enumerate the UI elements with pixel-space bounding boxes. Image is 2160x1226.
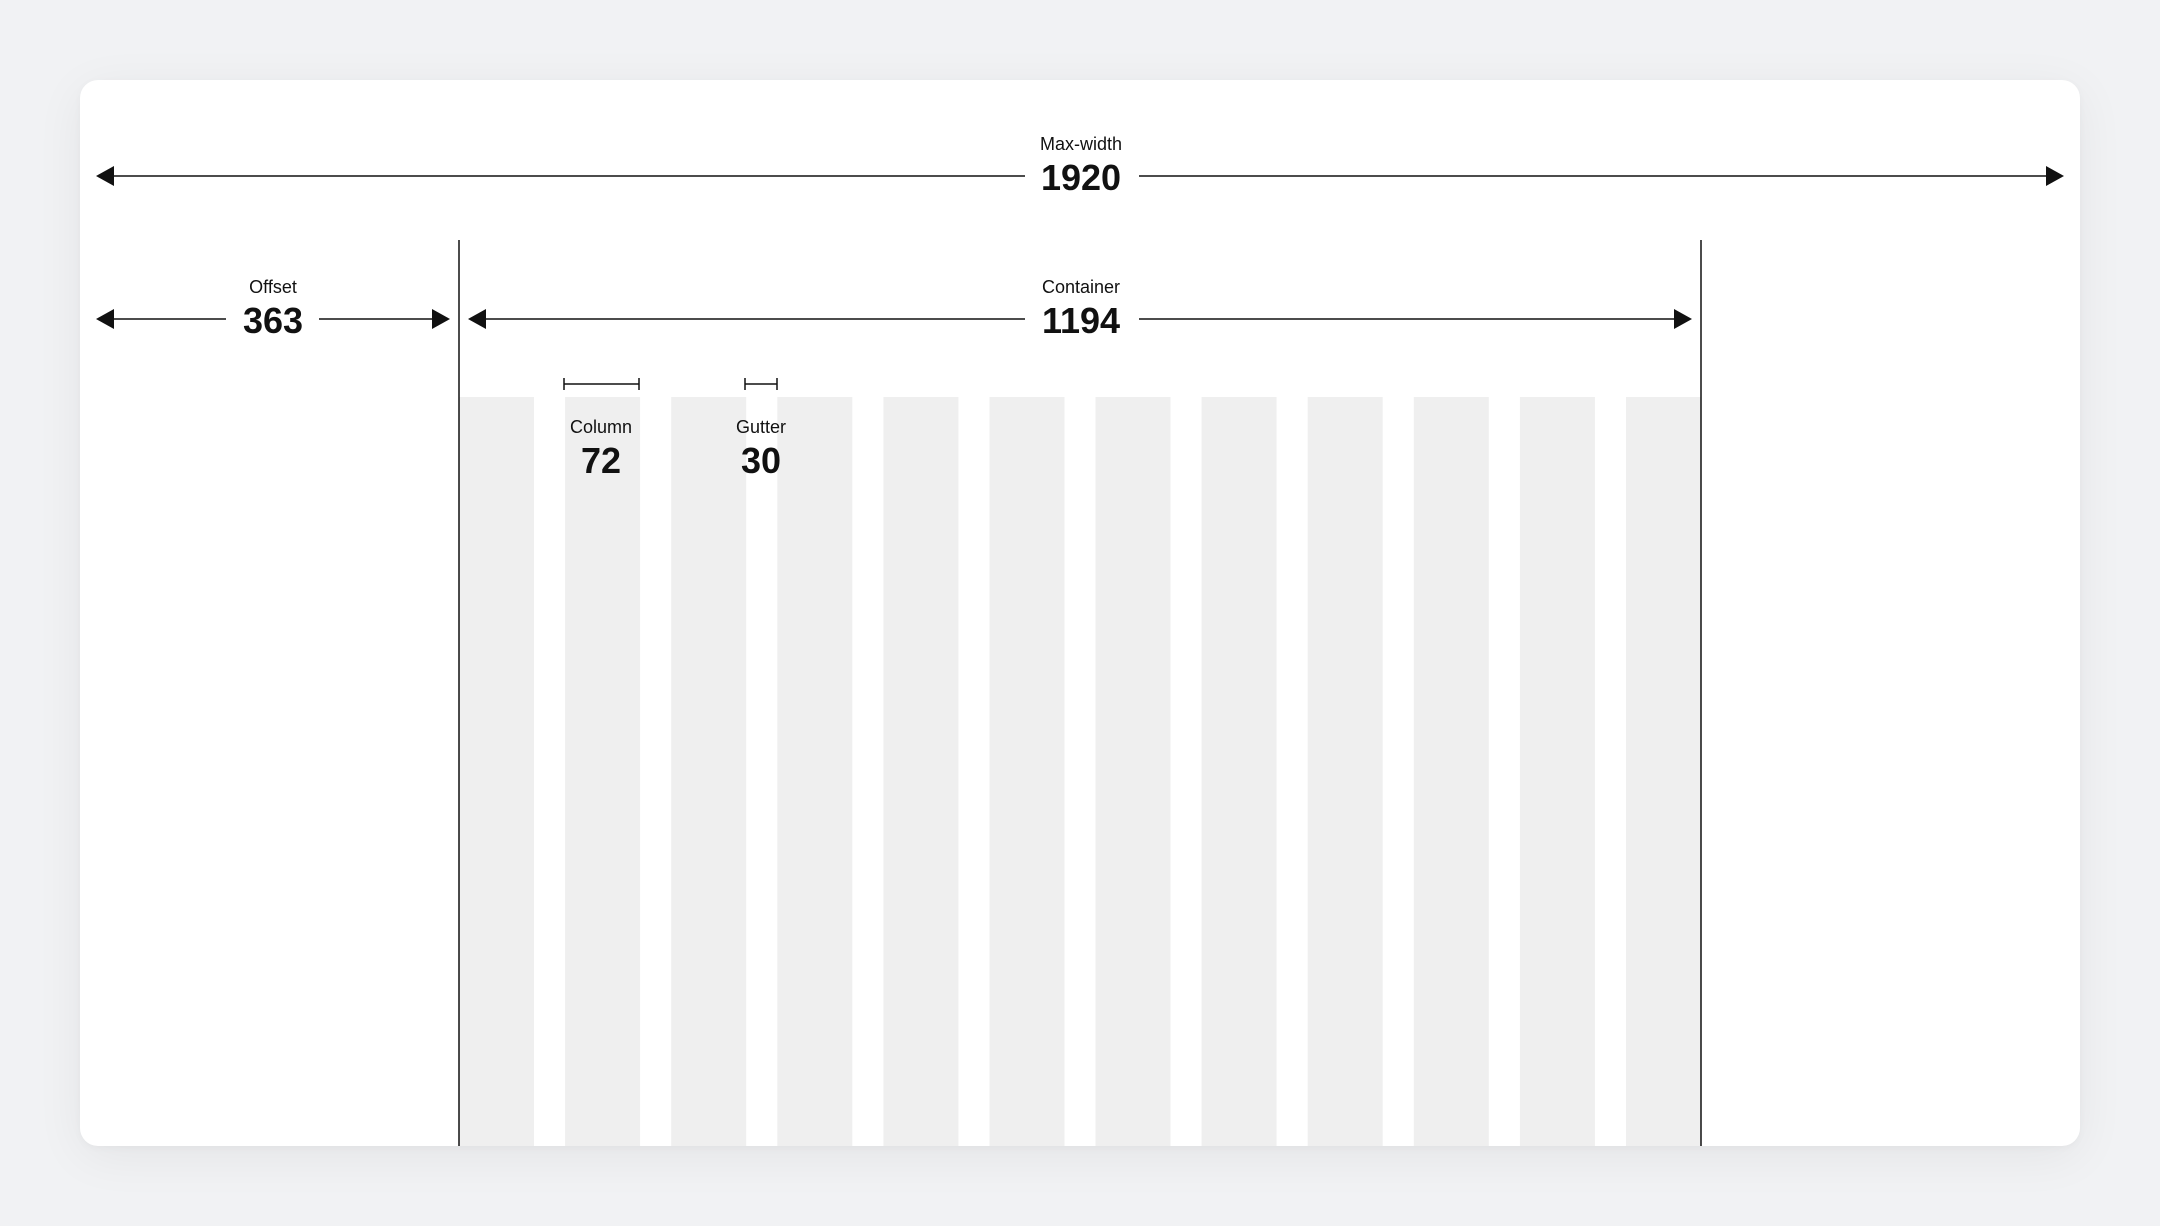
grid-column xyxy=(1519,397,1595,1146)
grid-column xyxy=(989,397,1065,1146)
grid-column xyxy=(1307,397,1383,1146)
arrow-right-icon xyxy=(1674,309,1692,329)
grid-column xyxy=(1413,397,1489,1146)
grid-diagram xyxy=(96,166,2064,1146)
offset-dimension-arrow xyxy=(96,309,450,329)
column-width-bracket xyxy=(563,378,640,390)
container-value: 1194 xyxy=(1041,300,1121,341)
max-width-value: 1920 xyxy=(1040,157,1122,198)
grid-column xyxy=(1626,397,1701,1146)
grid-column xyxy=(1201,397,1277,1146)
max-width-caption: Max-width xyxy=(1039,134,1123,154)
gutter-label: Gutter 30 xyxy=(736,418,786,479)
container-dimension-arrow xyxy=(468,309,1692,329)
column-label: Column 72 xyxy=(570,418,632,479)
grid-column xyxy=(459,397,534,1146)
gutter-value: 30 xyxy=(740,440,782,481)
grid-column xyxy=(1095,397,1171,1146)
grid-column xyxy=(671,397,747,1146)
container-label: Container 1194 xyxy=(1042,278,1120,339)
column-caption: Column xyxy=(569,417,633,437)
offset-caption: Offset xyxy=(249,277,297,297)
arrow-left-icon xyxy=(468,309,486,329)
container-caption: Container xyxy=(1041,277,1121,297)
column-value: 72 xyxy=(580,440,622,481)
arrow-right-icon xyxy=(2046,166,2064,186)
offset-label: Offset 363 xyxy=(243,278,303,339)
arrow-left-icon xyxy=(96,166,114,186)
max-width-label: Max-width 1920 xyxy=(1040,135,1122,196)
grid-column xyxy=(777,397,853,1146)
gutter-caption: Gutter xyxy=(735,417,787,437)
arrow-right-icon xyxy=(432,309,450,329)
max-width-dimension-arrow xyxy=(96,166,2064,186)
offset-value: 363 xyxy=(242,300,304,341)
grid-column xyxy=(565,397,641,1146)
grid-spec-card: Max-width 1920 Offset 363 Container 1194… xyxy=(80,80,2080,1146)
grid-column xyxy=(883,397,959,1146)
grid-columns xyxy=(459,397,1701,1146)
gutter-width-bracket xyxy=(744,378,778,390)
arrow-left-icon xyxy=(96,309,114,329)
